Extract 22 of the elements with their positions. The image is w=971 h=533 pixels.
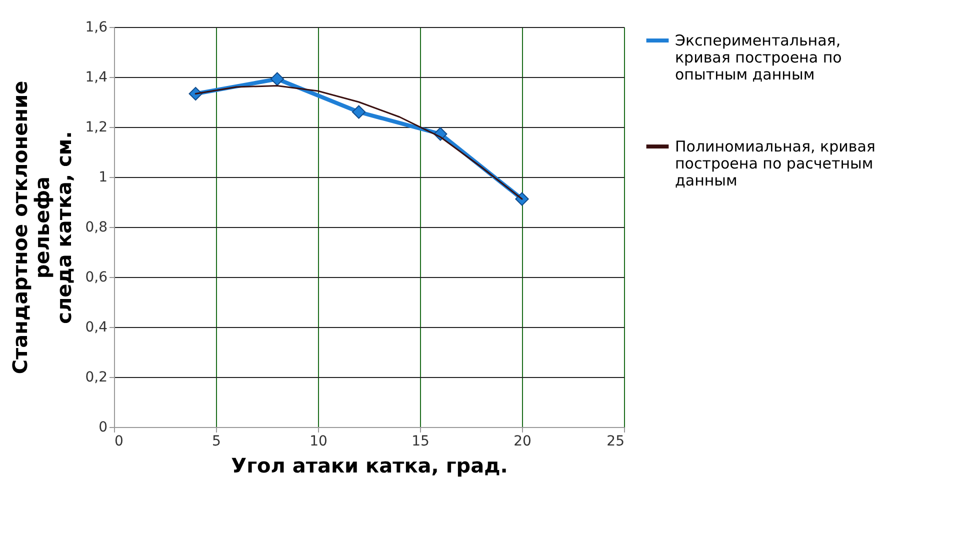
- y-axis-title: Стандартное отклонение рельефа следа катка, см.: [8, 80, 76, 374]
- y-tick-label: 0: [98, 420, 108, 436]
- x-tick-label: 0: [114, 434, 124, 450]
- legend-label: Экспериментальная, кривая построена по опытным данным: [675, 32, 842, 84]
- point: [515, 192, 529, 206]
- y-tick-label: 1,4: [85, 70, 108, 86]
- legend-label: Полиномиальная, кривая построена по расчетным данным: [675, 138, 876, 190]
- x-tick-label: 15: [412, 434, 430, 450]
- x-tick-label: 20: [514, 434, 532, 450]
- y-tick-label: 1,2: [85, 120, 108, 136]
- x-axis-title: Угол атаки катка, град.: [231, 454, 508, 478]
- y-tick-label: 0,4: [85, 320, 108, 336]
- point: [352, 105, 366, 119]
- x-tick-label: 10: [310, 434, 328, 450]
- y-tick-label: 0,8: [85, 220, 108, 236]
- point: [270, 72, 284, 86]
- x-tick-label: 5: [212, 434, 221, 450]
- y-tick-label: 0,6: [85, 270, 108, 286]
- y-tick-label: 0,2: [85, 370, 108, 386]
- y-tick-label: 1,6: [85, 20, 108, 36]
- y-tick-label: 1: [98, 170, 108, 186]
- x-tick-label: 25: [606, 434, 624, 450]
